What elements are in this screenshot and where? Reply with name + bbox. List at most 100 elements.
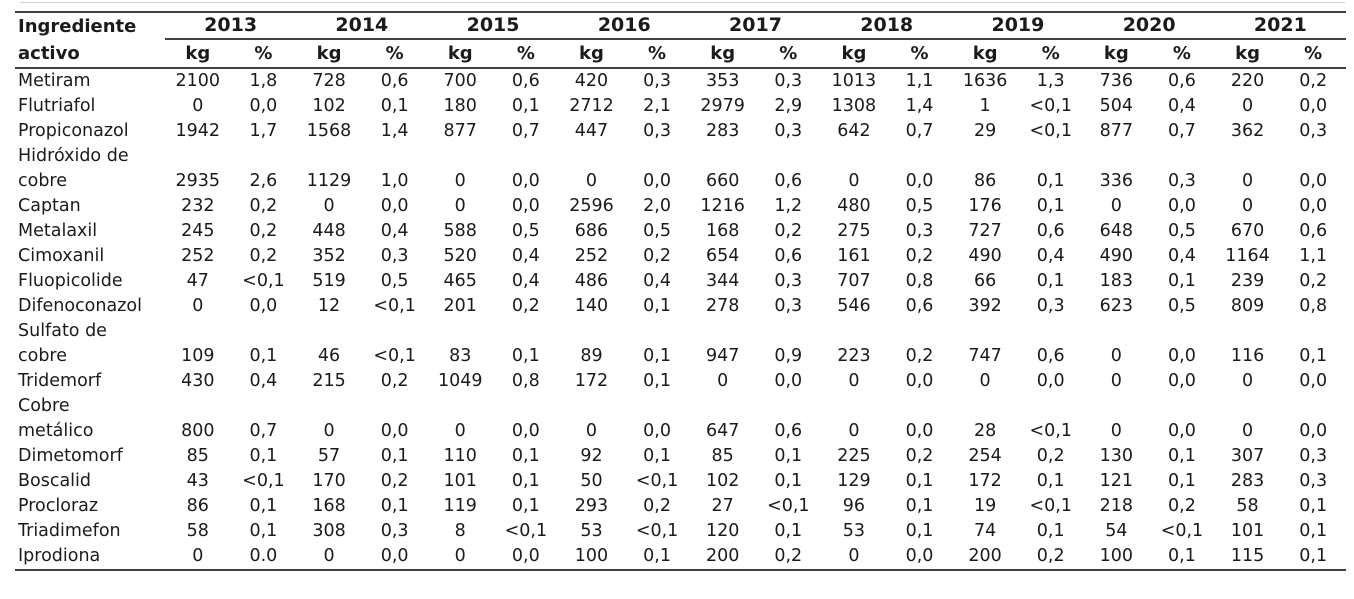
cell-2013-pct: <0,1 <box>242 471 285 491</box>
ingredient-name: Hidróxido de cobre <box>18 146 129 191</box>
cell-2020-kg: 100 <box>1099 546 1134 566</box>
cell-2015-kg: 8 <box>454 521 466 541</box>
table-row: Cimoxanil 252 0,2 352 0,3 520 0,4 252 0,2 654 0,6 1… <box>15 244 1346 269</box>
cell-2020-pct: 0,3 <box>1168 171 1196 191</box>
table-row: Sulfato de cobre 109 0,1 46 <0,1 83 0,1 89 0,1 94… <box>15 319 1346 369</box>
cell-2019-pct: <0,1 <box>1029 421 1072 441</box>
cell-2013-pct: 0,0 <box>249 96 278 116</box>
subheader-pct-2013: % <box>254 42 273 64</box>
cell-2016-kg: 252 <box>574 246 609 266</box>
cell-2016-kg: 50 <box>580 471 603 491</box>
table-row: Captan 232 0,2 0 0,0 0 0,0 2596 2,0 1216 1,2 480 0,5… <box>15 194 1346 219</box>
cell-2020-kg: 736 <box>1099 71 1134 91</box>
cell-2018-kg: 546 <box>837 296 871 316</box>
cell-2020-pct: 0,0 <box>1168 196 1196 216</box>
cell-2021-kg: 0 <box>1241 171 1254 191</box>
cell-2020-kg: 121 <box>1099 471 1134 491</box>
cell-2018-pct: 0,0 <box>905 421 934 441</box>
cell-2016-pct: 0,2 <box>643 496 671 516</box>
cell-2019-pct: 0,3 <box>1036 296 1065 316</box>
cell-2020-kg: 490 <box>1099 246 1134 266</box>
cell-2016-kg: 2712 <box>569 96 614 116</box>
cell-2014-pct: 0,6 <box>380 71 409 91</box>
cell-2013-pct: <0,1 <box>242 271 285 291</box>
cell-2016-kg: 293 <box>574 496 609 516</box>
cell-2018-pct: 0,7 <box>905 121 934 141</box>
cell-2014-kg: 12 <box>317 296 341 316</box>
cell-2016-kg: 172 <box>574 371 609 391</box>
cell-2013-pct: 1,8 <box>249 71 278 91</box>
cell-2017-pct: 0,2 <box>774 546 803 566</box>
table-row: Metiram 2100 1,8 728 0,6 700 0,6 420 0,3 353 0,3 10… <box>15 68 1346 94</box>
cell-2016-pct: 2,1 <box>643 96 671 116</box>
cell-2017-pct: 0,3 <box>774 296 803 316</box>
cell-2013-pct: 0,2 <box>249 246 278 266</box>
cell-2013-pct: 2,6 <box>249 171 278 191</box>
cell-2019-kg: 172 <box>968 471 1002 491</box>
cell-2020-pct: 0,4 <box>1168 96 1196 116</box>
cell-2019-kg: 1636 <box>962 71 1008 91</box>
year-header-2013: 2013 <box>165 12 297 41</box>
ingredient-name: Cimoxanil <box>18 246 105 266</box>
cell-2019-pct: <0,1 <box>1029 496 1072 516</box>
cell-2015-kg: 0 <box>454 196 466 216</box>
cell-2018-pct: 0,0 <box>905 546 934 566</box>
cell-2015-pct: 0,1 <box>511 96 540 116</box>
cell-2013-kg: 430 <box>181 371 215 391</box>
cell-2021-kg: 0 <box>1241 371 1254 391</box>
cell-2016-kg: 447 <box>574 121 609 141</box>
table-row: Flutriafol 0 0,0 102 0,1 180 0,1 2712 2,1 2979 2,9… <box>15 94 1346 119</box>
cell-2017-pct: 0,3 <box>774 121 803 141</box>
cell-2020-pct: 0,1 <box>1168 546 1196 566</box>
cell-2014-kg: 168 <box>312 496 346 516</box>
cell-2019-pct: 0,1 <box>1036 521 1065 541</box>
cell-2018-kg: 0 <box>848 171 860 191</box>
cell-2017-kg: 168 <box>705 221 740 241</box>
cell-2018-pct: 1,1 <box>905 71 934 91</box>
cell-2015-pct: 0,4 <box>511 246 540 266</box>
year-header-2018: 2018 <box>821 12 953 41</box>
cell-2014-kg: 102 <box>312 96 346 116</box>
cell-2013-kg: 232 <box>181 196 215 216</box>
cell-2018-pct: 0,1 <box>905 521 934 541</box>
cell-2019-pct: 0,0 <box>1036 371 1065 391</box>
cell-2020-kg: 54 <box>1105 521 1128 541</box>
year-header-2017: 2017 <box>689 12 822 41</box>
cell-2018-pct: 0,1 <box>905 496 934 516</box>
cell-2013-pct: 0,1 <box>249 346 278 366</box>
subheader-pct-2014: % <box>385 42 404 64</box>
ingredient-name: Metiram <box>18 71 91 91</box>
cell-2020-pct: 0,0 <box>1168 346 1196 366</box>
cell-2020-kg: 0 <box>1110 346 1122 366</box>
cell-2017-kg: 353 <box>705 71 740 91</box>
cell-2015-pct: 0,0 <box>511 421 540 441</box>
cell-2021-kg: 0 <box>1241 96 1254 116</box>
cell-2017-kg: 278 <box>705 296 740 316</box>
cell-2017-kg: 947 <box>705 346 740 366</box>
ingredient-name: Propiconazol <box>18 121 129 141</box>
cell-2019-kg: 19 <box>973 496 997 516</box>
cell-2021-kg: 58 <box>1236 496 1259 516</box>
subheader-pct-2021: % <box>1304 42 1323 64</box>
cell-2016-pct: 0,3 <box>643 71 671 91</box>
cell-2015-pct: 0,0 <box>511 171 540 191</box>
cell-2018-pct: 0,5 <box>905 196 934 216</box>
cell-2020-pct: 0,0 <box>1168 371 1196 391</box>
cell-2021-pct: 1,1 <box>1299 246 1328 266</box>
cell-2013-pct: 0,1 <box>249 496 278 516</box>
cell-2019-kg: 28 <box>973 421 997 441</box>
cell-2019-pct: 0,2 <box>1036 446 1065 466</box>
table-row: Dimetomorf 85 0,1 57 0,1 110 0,1 92 0,1 85 0,1 225 0… <box>15 444 1346 469</box>
cell-2016-kg: 53 <box>580 521 603 541</box>
cell-2013-kg: 2100 <box>175 71 221 91</box>
cell-2018-pct: 0,0 <box>905 171 934 191</box>
cell-2017-kg: 27 <box>711 496 734 516</box>
cell-2014-pct: 1,4 <box>380 121 409 141</box>
cell-2021-pct: 0,3 <box>1299 471 1328 491</box>
cell-2019-kg: 86 <box>973 171 997 191</box>
cell-2021-pct: 0,0 <box>1299 171 1328 191</box>
cell-2021-pct: 0,2 <box>1299 271 1328 291</box>
cell-2013-pct: 0,2 <box>249 196 278 216</box>
cell-2017-kg: 283 <box>705 121 740 141</box>
